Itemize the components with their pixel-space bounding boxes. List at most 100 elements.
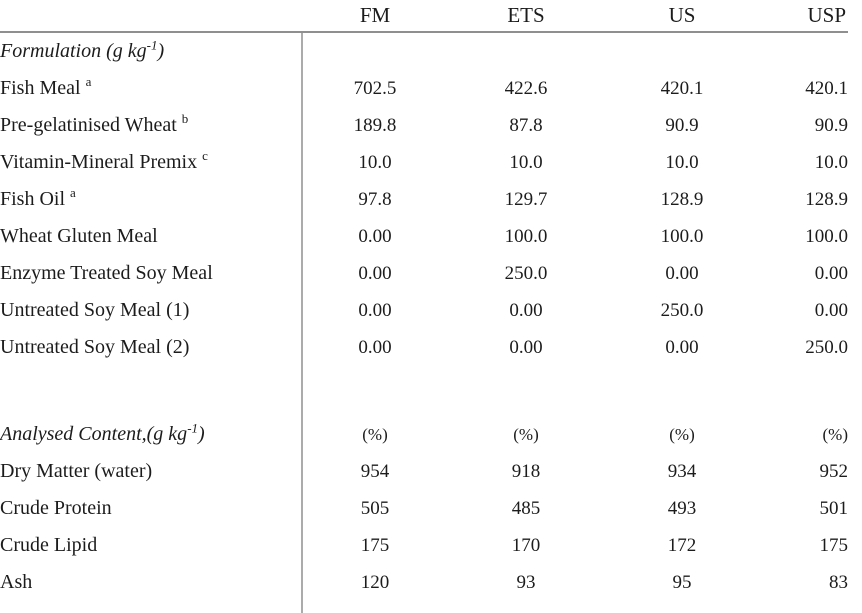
value-cell: 172 (667, 534, 697, 556)
row-label: Wheat Gluten Meal (0, 218, 302, 255)
value-cell: 501 (819, 497, 849, 519)
value-cell: 175 (819, 534, 849, 556)
footnote-marker: a (70, 185, 76, 201)
table-row-wheat-gluten-meal: Wheat Gluten Meal 0.00 100.0 100.0 100.0 (0, 218, 848, 255)
column-header-us: US (604, 0, 760, 33)
table-row-dry-matter: Dry Matter (water) 954 918 934 952 (0, 453, 848, 490)
value-cell: 952 (819, 460, 849, 482)
row-label: Enzyme Treated Soy Meal (0, 255, 302, 292)
unit-cell: (%) (822, 424, 848, 444)
row-label: Ash (0, 564, 302, 601)
table-row-vitamin-mineral-premix: Vitamin-Mineral Premix c 10.0 10.0 10.0 1… (0, 144, 848, 181)
value-cell: 0.00 (509, 336, 543, 358)
value-cell: 129.7 (504, 188, 548, 210)
value-cell: 0.00 (814, 262, 848, 284)
value-cell: 505 (360, 497, 390, 519)
value-cell: 175 (360, 534, 390, 556)
unit-cell: (%) (513, 424, 539, 444)
value-cell: 0.00 (358, 225, 392, 247)
table-row-crude-lipid: Crude Lipid 175 170 172 175 (0, 527, 848, 564)
value-cell: 10.0 (358, 151, 392, 173)
row-label: Pre-gelatinised Wheat b (0, 107, 302, 144)
row-label-text: Ash (0, 571, 33, 593)
table-row-enzyme-treated-soy-meal: Enzyme Treated Soy Meal 0.00 250.0 0.00 … (0, 255, 848, 292)
column-header-fm: FM (302, 0, 448, 33)
value-cell: 100.0 (660, 225, 704, 247)
value-cell: 250.0 (660, 299, 704, 321)
row-label-text: Vitamin-Mineral Premix (0, 151, 198, 173)
value-cell: 128.9 (805, 188, 848, 210)
value-cell: 420.1 (660, 77, 704, 99)
row-label: Crude Lipid (0, 527, 302, 564)
value-cell: 702.5 (353, 77, 397, 99)
section-title-analysed-content: Analysed Content,(g kg-1) (0, 416, 302, 453)
row-label-text: Untreated Soy Meal (1) (0, 299, 190, 321)
value-cell: 0.00 (358, 299, 392, 321)
value-cell: 934 (667, 460, 697, 482)
value-cell (760, 32, 848, 70)
value-cell: 90.9 (814, 114, 848, 136)
value-cell: 10.0 (509, 151, 543, 173)
row-label: Untreated Soy Meal (2) (0, 329, 302, 366)
value-cell: 120 (360, 571, 390, 593)
row-label-text: Fish Oil (0, 188, 66, 210)
value-cell: 493 (667, 497, 697, 519)
row-label: Crude Protein (0, 490, 302, 527)
table-row-pre-gelatinised-wheat: Pre-gelatinised Wheat b 189.8 87.8 90.9 9… (0, 107, 848, 144)
value-cell (302, 32, 448, 70)
row-label: Untreated Soy Meal (1) (0, 292, 302, 329)
footnote-marker: a (85, 74, 92, 90)
section-title-text: Formulation (g kg (0, 40, 147, 62)
value-cell: 10.0 (665, 151, 699, 173)
value-cell: 954 (360, 460, 390, 482)
value-cell: 485 (511, 497, 541, 519)
value-cell: 0.00 (358, 262, 392, 284)
value-cell: 170 (511, 534, 541, 556)
value-cell: 0.00 (665, 336, 699, 358)
value-cell: 95 (672, 571, 692, 593)
value-cell: 918 (511, 460, 541, 482)
column-divider-rule (301, 33, 303, 613)
value-cell: 422.6 (504, 77, 548, 99)
row-label-text: Crude Lipid (0, 534, 98, 556)
value-cell: 0.00 (814, 299, 848, 321)
value-cell: 83 (829, 571, 848, 593)
spacer-row (0, 366, 848, 416)
value-cell: 100.0 (805, 225, 848, 247)
value-cell: 0.00 (358, 336, 392, 358)
row-label-text: Enzyme Treated Soy Meal (0, 262, 213, 284)
row-label-text: Dry Matter (water) (0, 460, 153, 482)
value-cell: 10.0 (814, 151, 848, 173)
value-cell: 250.0 (504, 262, 548, 284)
row-label-text: Wheat Gluten Meal (0, 225, 158, 247)
exponent-text: -1 (146, 37, 158, 53)
section-title-formulation: Formulation (g kg-1) (0, 32, 302, 70)
row-label: Fish Oil a (0, 181, 302, 218)
column-header-ets: ETS (448, 0, 604, 33)
diet-composition-table: FM ETS US USP Formulation (g kg-1) Fish … (0, 0, 848, 601)
row-label-text: Crude Protein (0, 497, 112, 519)
table-row-ash: Ash 120 93 95 83 (0, 564, 848, 601)
value-cell: 189.8 (353, 114, 397, 136)
column-header-usp: USP (760, 0, 848, 33)
value-cell: 420.1 (805, 77, 848, 99)
section-title-text: Analysed Content,(g kg (0, 423, 188, 445)
spacer-cell (0, 366, 848, 416)
value-cell: 128.9 (660, 188, 704, 210)
table-row-untreated-soy-meal-2: Untreated Soy Meal (2) 0.00 0.00 0.00 25… (0, 329, 848, 366)
unit-cell: (%) (362, 424, 388, 444)
section-row-analysed-content: Analysed Content,(g kg-1) (%) (%) (%) (%… (0, 416, 848, 453)
footnote-marker: b (181, 111, 189, 127)
value-cell: 97.8 (358, 188, 392, 210)
value-cell: 250.0 (805, 336, 848, 358)
table-row-fish-oil: Fish Oil a 97.8 129.7 128.9 128.9 (0, 181, 848, 218)
table-row-untreated-soy-meal-1: Untreated Soy Meal (1) 0.00 0.00 250.0 0… (0, 292, 848, 329)
row-label: Fish Meal a (0, 70, 302, 107)
table-row-fish-meal: Fish Meal a 702.5 422.6 420.1 420.1 (0, 70, 848, 107)
value-cell (604, 32, 760, 70)
row-label: Dry Matter (water) (0, 453, 302, 490)
section-row-formulation: Formulation (g kg-1) (0, 32, 848, 70)
table-row-crude-protein: Crude Protein 505 485 493 501 (0, 490, 848, 527)
value-cell: 93 (516, 571, 536, 593)
